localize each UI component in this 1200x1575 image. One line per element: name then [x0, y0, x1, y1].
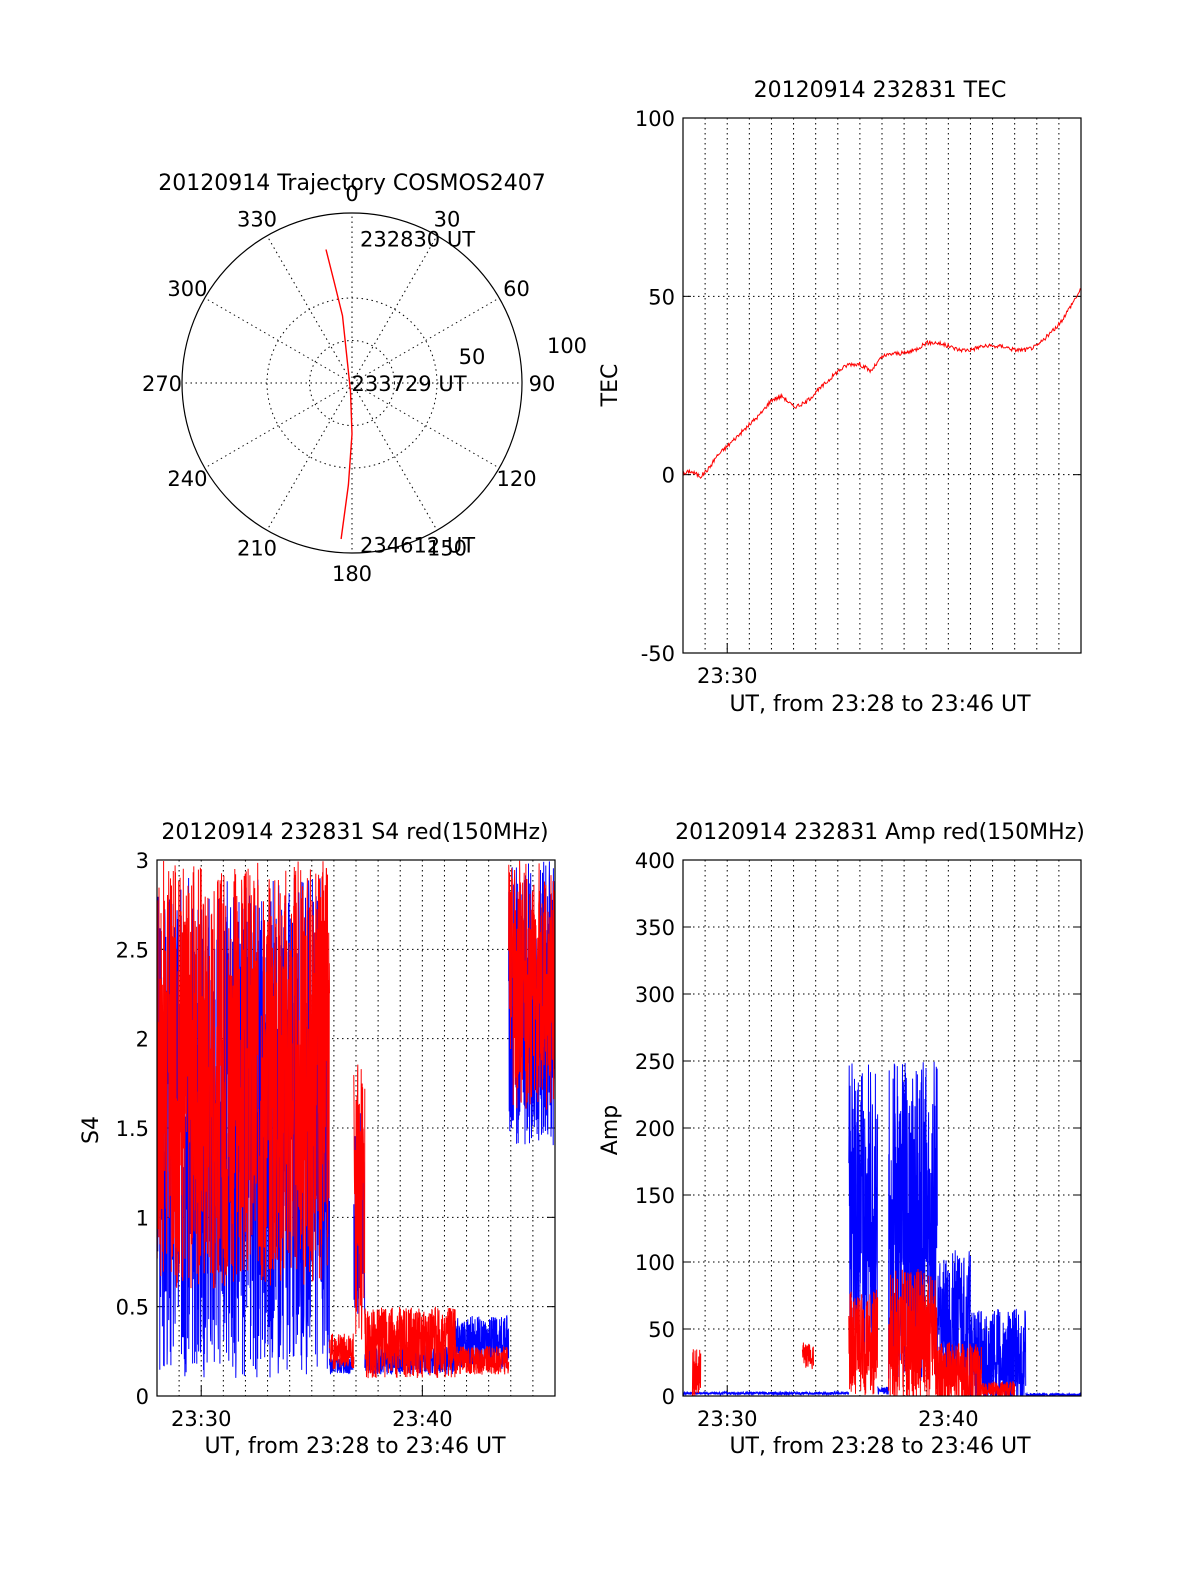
polar-spoke-210	[266, 382, 353, 531]
trajectory-grid	[181, 212, 523, 554]
trajectory-time-label: 233729 UT	[352, 372, 467, 396]
amp-ylabel: Amp	[598, 1105, 623, 1155]
trajectory-title: 20120914 Trajectory COSMOS2407	[158, 171, 545, 196]
ytick-label: 2	[136, 1028, 149, 1052]
ytick-label: 50	[648, 285, 675, 309]
polar-spoke-150	[351, 382, 438, 531]
s4-plot: 20120914 232831 S4 red(150MHz) S4 UT, fr…	[79, 820, 556, 1459]
xtick-label: 23:30	[697, 1407, 758, 1431]
ytick-label: 100	[635, 107, 675, 131]
tec-axes: -50 0 50 100 23:30	[635, 107, 1082, 688]
xtick-label: 23:30	[171, 1407, 232, 1431]
ytick-label: 0	[662, 1385, 675, 1409]
polar-angle-label: 330	[237, 207, 277, 231]
ytick-label: 1	[136, 1206, 149, 1230]
tec-plot: 20120914 232831 TEC TEC UT, from 23:28 t…	[598, 78, 1082, 717]
polar-angle-label: 240	[167, 467, 207, 491]
ytick-label: 350	[635, 916, 675, 940]
trajectory-time-label: 234612 UT	[360, 534, 475, 558]
xtick-label: 23:30	[697, 664, 758, 688]
polar-angle-label: 300	[167, 277, 207, 301]
amp-xlabel: UT, from 23:28 to 23:46 UT	[729, 1434, 1031, 1459]
s4-xlabel: UT, from 23:28 to 23:46 UT	[204, 1434, 506, 1459]
trajectory-annotations: 232830 UT 233729 UT 234612 UT	[352, 228, 476, 558]
polar-spoke-30	[351, 235, 438, 384]
polar-spoke-120	[351, 382, 500, 469]
polar-outer-circle	[181, 212, 523, 554]
amp-title: 20120914 232831 Amp red(150MHz)	[675, 820, 1085, 845]
polar-angle-label: 150	[427, 537, 467, 561]
amp-axes: 0 50 100 150 200 250 300 350 400 23:30 23:40	[635, 849, 1082, 1431]
ytick-label: 0.5	[116, 1296, 149, 1320]
axes-frame	[682, 117, 1082, 654]
s4-title: 20120914 232831 S4 red(150MHz)	[161, 820, 548, 845]
plot-area	[683, 288, 1081, 479]
tec-title: 20120914 232831 TEC	[754, 78, 1007, 103]
ytick-label: 200	[635, 1117, 675, 1141]
trajectory-angle-labels: 0 30 60 90 120 150 180 210 240 270 300 330 50 100	[142, 182, 587, 586]
data-series-red	[691, 1268, 1016, 1396]
polar-spoke-330	[266, 235, 353, 384]
plot-area	[683, 1061, 1081, 1396]
ytick-label: 300	[635, 983, 675, 1007]
polar-spoke-300	[204, 297, 353, 384]
polar-spoke-240	[204, 382, 353, 469]
polar-angle-label: 180	[332, 562, 372, 586]
ytick-label: 150	[635, 1184, 675, 1208]
ytick-label: -50	[641, 642, 675, 666]
polar-radius-label: 50	[459, 345, 486, 369]
ytick-label: 0	[136, 1385, 149, 1409]
axes-frame	[682, 859, 1082, 1397]
trajectory-series	[325, 249, 353, 540]
polar-ring-25	[309, 340, 395, 426]
ytick-label: 100	[635, 1251, 675, 1275]
trajectory-time-label: 232830 UT	[360, 228, 475, 252]
polar-angle-label: 60	[503, 277, 530, 301]
ytick-label: 1.5	[116, 1117, 149, 1141]
polar-angle-label: 90	[529, 372, 556, 396]
data-series-red	[683, 288, 1081, 479]
s4-ylabel: S4	[79, 1116, 104, 1144]
polar-spoke-60	[351, 297, 500, 384]
s4-axes: 0 0.5 1 1.5 2 2.5 3 23:30 23:40	[116, 849, 556, 1431]
ytick-label: 400	[635, 849, 675, 873]
ytick-label: 0	[662, 464, 675, 488]
ytick-label: 2.5	[116, 938, 149, 962]
trajectory-plot: 20120914 Trajectory COSMOS2407 0 30 60 90 12…	[142, 171, 587, 586]
polar-angle-label: 120	[496, 467, 536, 491]
plot-area	[157, 860, 555, 1379]
ytick-label: 50	[648, 1318, 675, 1342]
tec-xlabel: UT, from 23:28 to 23:46 UT	[729, 692, 1031, 717]
xtick-label: 23:40	[392, 1407, 453, 1431]
trajectory-line	[325, 249, 353, 540]
polar-angle-label: 30	[434, 207, 461, 231]
amp-plot: 20120914 232831 Amp red(150MHz) Amp UT, …	[598, 820, 1085, 1459]
ytick-label: 250	[635, 1050, 675, 1074]
polar-angle-label: 210	[237, 537, 277, 561]
polar-radius-label: 100	[547, 334, 587, 358]
xtick-label: 23:40	[918, 1407, 979, 1431]
polar-angle-label: 270	[142, 372, 182, 396]
polar-angle-label: 0	[345, 182, 358, 206]
axes-frame	[156, 859, 556, 1397]
data-series-red	[157, 860, 555, 1379]
tec-ylabel: TEC	[598, 364, 623, 408]
ytick-label: 3	[136, 849, 149, 873]
